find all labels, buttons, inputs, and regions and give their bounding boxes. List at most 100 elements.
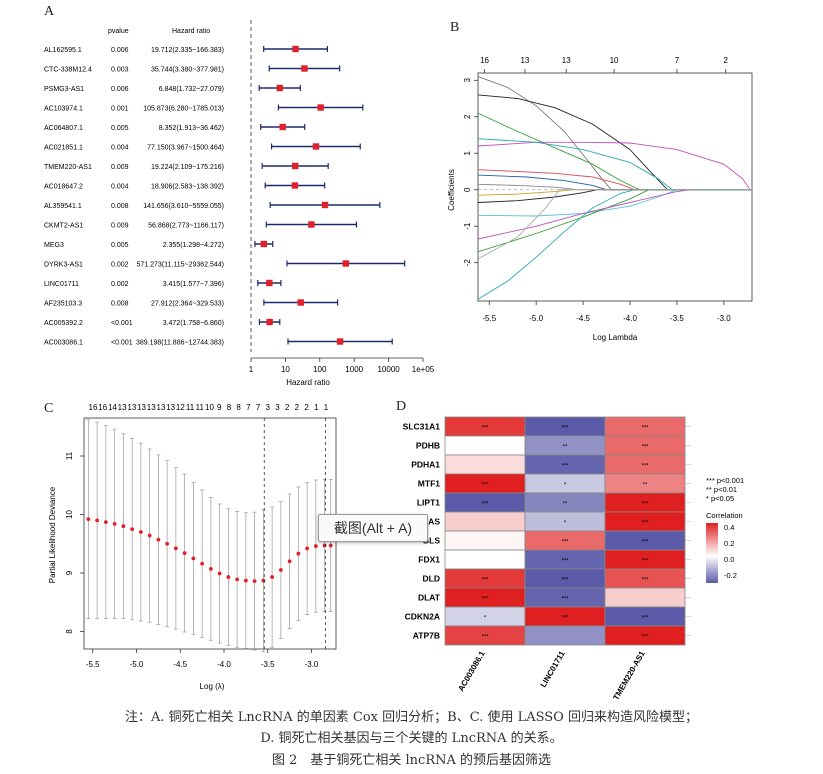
panel-b: B -5.5 -5.0 -4.5 -4.0 -3.5 -3.0 16 13 13 10 7 2 -2 -1…: [440, 0, 823, 395]
top-tick-label: 16: [480, 56, 489, 65]
panel-d-label: D: [396, 399, 407, 414]
panel-a-label: A: [44, 4, 55, 19]
pvalue-label: 0.003: [111, 67, 129, 74]
forest-plot: pvalue Hazard ratio AL162595.1 0.006 19.712(…: [44, 20, 435, 387]
deviance-point: [296, 551, 301, 556]
deviance-point: [287, 559, 292, 564]
deviance-point: [328, 543, 333, 548]
deviance-point: [138, 530, 143, 534]
significance-stars: ***: [481, 426, 489, 432]
colorbar-tick-label: 0.2: [724, 539, 734, 548]
gene-label: AC064807.1: [44, 125, 83, 132]
top-tick-label: 13: [520, 56, 529, 65]
x-tick-label: 100: [313, 365, 327, 374]
colorbar-tick-label: -0.2: [724, 571, 737, 580]
top-tick-label: 11: [186, 403, 195, 412]
significance-stars: ***: [561, 464, 569, 470]
coefficient-path: [477, 189, 752, 240]
gene-label: AC021851.1: [44, 145, 83, 152]
x-tick-label: -3.5: [261, 660, 275, 669]
col-header-hazard-ratio: Hazard ratio: [172, 28, 210, 35]
top-tick-label: 14: [108, 403, 117, 412]
pvalue-label: 0.005: [111, 125, 129, 132]
x-tick-label: 1000: [345, 365, 363, 374]
pvalue-label: 0.002: [111, 262, 129, 269]
y-tick-label: 11: [65, 451, 74, 460]
deviance-point: [217, 571, 222, 576]
hr-point: [301, 65, 308, 72]
row-label: ATP7B: [413, 631, 440, 641]
x-tick-label: -4.0: [217, 660, 231, 669]
top-tick-label: 8: [236, 403, 241, 412]
hr-point: [260, 240, 267, 248]
hr-point: [342, 260, 350, 267]
correlation-heatmap: SLC31A1 *** *** ***PDHB ** ***PDHA1 *** ***MTF1…: [403, 416, 744, 700]
deviance-point: [156, 537, 161, 542]
top-tick-label: 13: [157, 403, 166, 412]
coefficient-path: [477, 189, 752, 260]
top-tick-label: 8: [227, 403, 232, 412]
y-axis-label: Partial Likelihood Deviance: [48, 486, 57, 583]
gene-label: AF235103.3: [44, 301, 82, 308]
row-label: SLC31A1: [403, 422, 441, 432]
deviance-point: [322, 543, 327, 548]
top-tick-label: 3: [266, 403, 271, 412]
row-label: DLAT: [418, 593, 441, 603]
hr-point: [308, 221, 315, 228]
row-label: PDHA1: [411, 460, 440, 470]
pvalue-label: 0.006: [111, 47, 129, 54]
significance-stars: **: [643, 483, 648, 489]
significance-stars: ***: [641, 559, 649, 565]
significance-legend: * p<0.05: [706, 494, 734, 503]
y-tick-label: 10: [65, 509, 74, 518]
x-tick-label: -3.0: [717, 314, 731, 323]
significance-stars: ***: [481, 578, 489, 584]
x-tick-label: 1e+05: [412, 365, 435, 374]
hr-label: 35.744(3.380~377.981): [151, 67, 224, 74]
hr-point: [312, 143, 320, 150]
deviance-point: [191, 556, 196, 561]
top-tick-label: 7: [256, 403, 261, 412]
significance-stars: **: [563, 502, 568, 508]
col-header-pvalue: pvalue: [108, 28, 129, 35]
hr-label: 19.224(2.109~175.216): [151, 164, 224, 171]
x-axis-label: Log Lambda: [593, 333, 638, 342]
deviance-point: [243, 578, 248, 583]
panel-d: D SLC31A1 *** *** *** PDHB ** *** PDHA1 *** *** MT…: [390, 395, 823, 700]
figure-title: 图 2 基于铜死亡相关 lncRNA 的预后基因筛选: [271, 753, 552, 768]
hr-label: 18.906(2.583~138.392): [151, 184, 224, 191]
column-label: AC003086.1: [456, 649, 487, 693]
gene-label: AC018647.2: [44, 184, 83, 191]
y-tick-label: 2: [463, 114, 472, 119]
gene-label: LINC01711: [44, 281, 79, 288]
hr-point: [291, 182, 299, 189]
top-tick-label: 7: [675, 56, 680, 65]
row-label: MTF1: [418, 479, 440, 489]
top-tick-label: 13: [118, 403, 127, 412]
significance-stars: ***: [641, 426, 649, 432]
top-tick-label: 12: [176, 403, 185, 412]
deviance-point: [200, 561, 205, 566]
hr-label: 3.415(1.577~7.396): [163, 281, 224, 288]
deviance-point: [208, 566, 213, 571]
deviance-point: [86, 517, 91, 522]
pvalue-label: 0.004: [111, 184, 129, 191]
pvalue-label: 0.005: [111, 242, 129, 249]
deviance-point: [121, 524, 126, 529]
coefficient-path: [477, 169, 752, 191]
row-label: LIAS: [421, 517, 441, 527]
deviance-point: [173, 546, 178, 551]
significance-stars: ***: [481, 635, 489, 641]
deviance-point: [270, 575, 275, 579]
top-tick-label: 9: [217, 403, 222, 412]
gene-label: CTC-338M12.4: [44, 67, 92, 74]
significance-stars: ***: [641, 445, 649, 451]
deviance-point: [305, 546, 310, 551]
hr-label: 77.150(3.967~1500.464): [147, 145, 224, 152]
top-tick-label: 2: [304, 403, 309, 412]
hr-point: [292, 45, 299, 53]
gene-label: PSMG3-AS1: [44, 86, 84, 93]
significance-stars: ***: [561, 597, 569, 603]
row-label: LIPT1: [417, 498, 440, 508]
significance-stars: **: [563, 445, 568, 451]
